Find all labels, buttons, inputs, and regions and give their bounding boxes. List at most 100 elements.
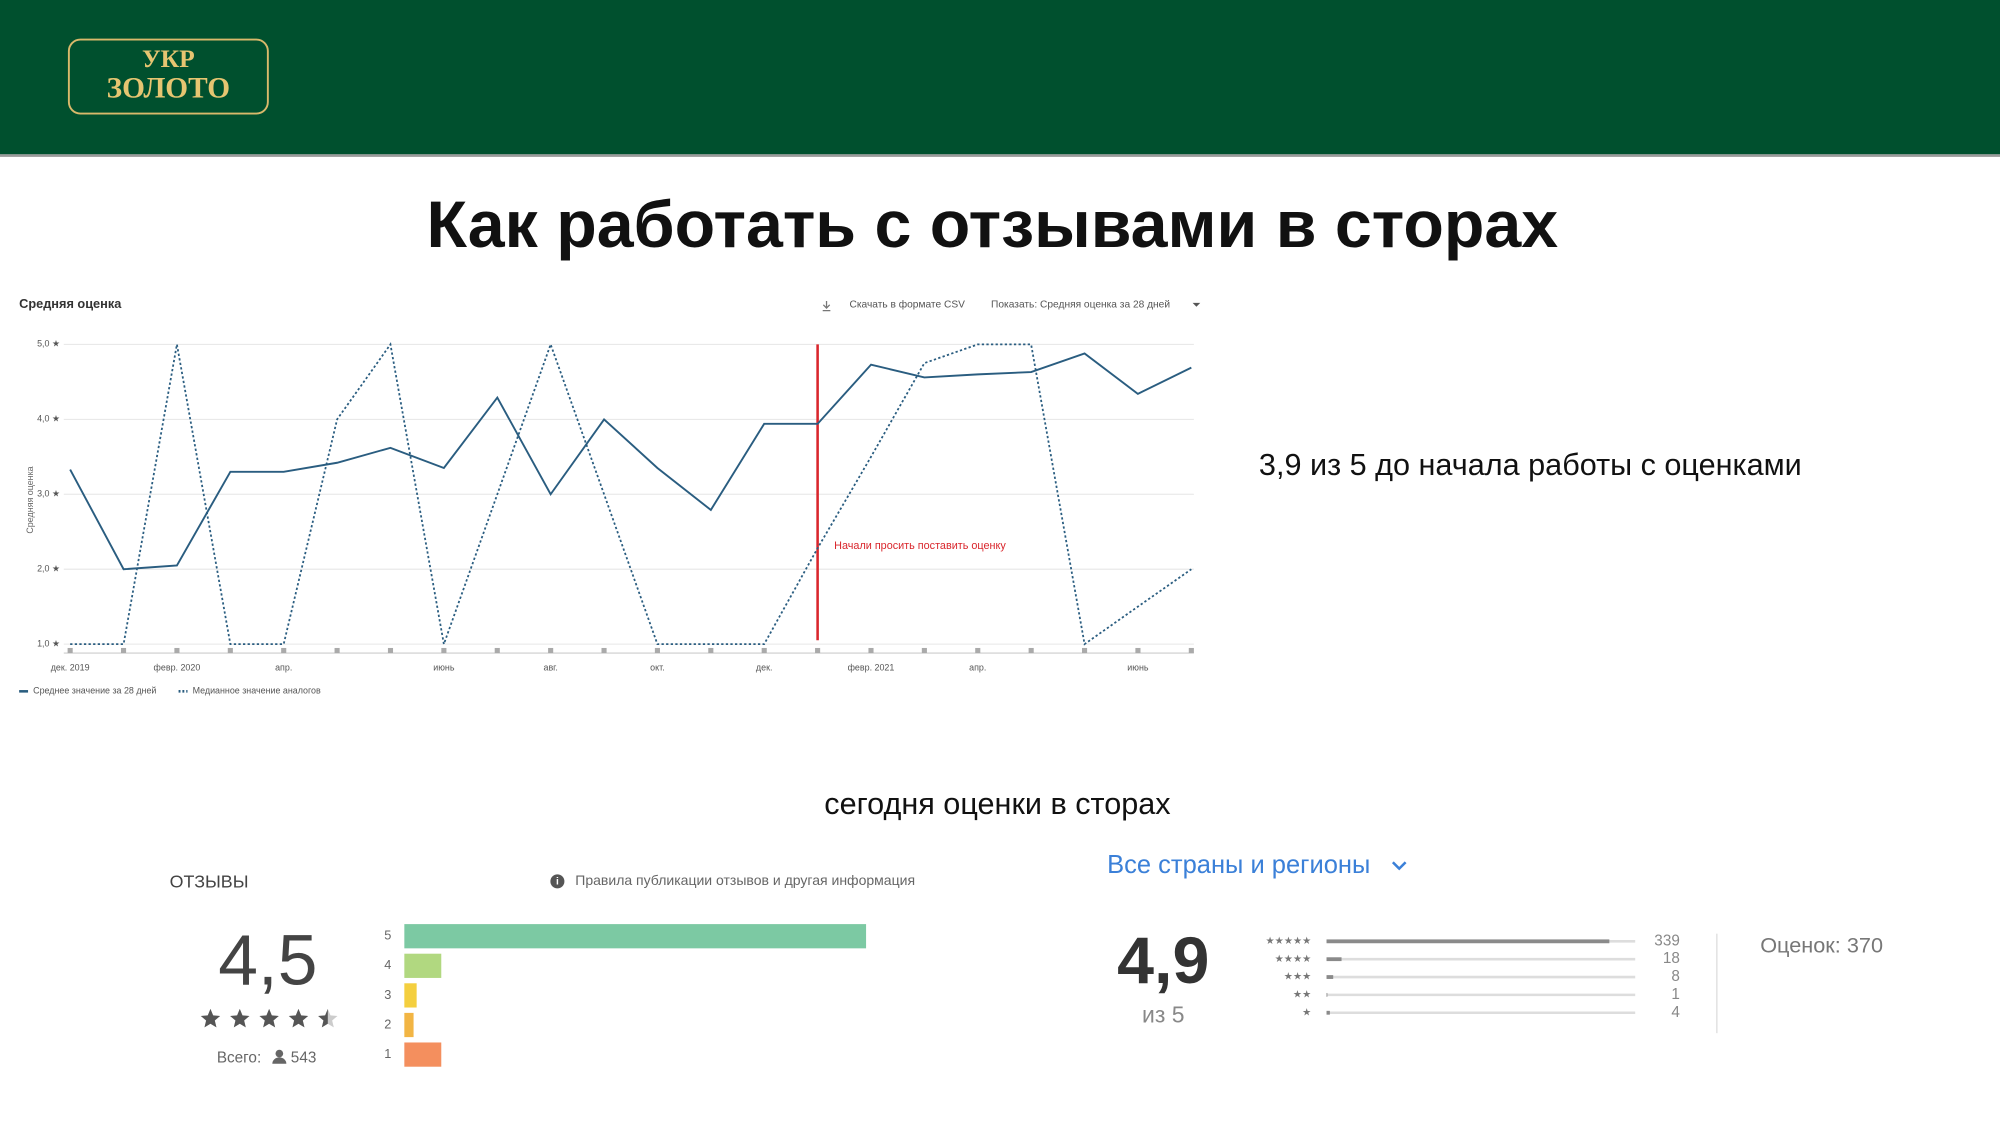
x-tick-label: февр. 2020 [154,663,201,673]
download-link[interactable]: Скачать в формате CSV [849,299,965,311]
x-marker [1135,647,1141,654]
bar-value: 8 [1671,968,1680,985]
average-rating: 4,9 [1117,924,1209,998]
series-line [69,352,1192,571]
chart-title: Средняя оценка [19,296,122,311]
average-rating: 4,5 [218,920,317,1000]
info-link[interactable]: Правила публикации отзывов и другая инфо… [575,872,915,888]
dropdown-arrow[interactable] [1192,302,1201,307]
x-marker [975,647,981,654]
bar-label: 2 [384,1016,391,1031]
series-line [70,341,1192,648]
logo-frame [67,38,269,115]
show-selector[interactable]: Показать: Средняя оценка за 28 дней [991,300,1170,311]
x-marker [868,647,874,654]
x-tick-label: дек. [756,663,773,673]
out-of: из 5 [1142,1002,1184,1028]
bar-value: 1 [1671,986,1680,1003]
x-marker [1081,647,1088,654]
x-tick-label: апр. [969,663,986,673]
x-marker [761,647,767,654]
bar [1326,957,1342,962]
info-icon[interactable] [550,874,565,889]
line-chart: 1,0 ★ 2,0 ★ 3,0 ★ 4,0 ★ 5,0 ★ дек. 2019 февр. … [19,339,1194,696]
rating-star [230,1008,250,1028]
bar [404,1042,442,1067]
ratings-total-count: 370 [1847,932,1883,957]
x-tick-label: апр. [275,663,292,673]
x-marker [67,647,73,654]
bar [404,983,417,1008]
ratings-total-label: Оценок: [1760,932,1841,957]
y-tick-label: 3,0 ★ [37,489,60,499]
header-border [0,154,2000,157]
header-bar [0,0,2000,155]
user-icon [272,1057,287,1064]
x-tick-label: июнь [433,663,455,673]
bar [1326,992,1328,997]
x-marker [921,647,927,654]
x-marker [708,647,714,654]
x-marker [387,647,394,654]
rating-bars: ★★★★★ 339 ★★★★ 18 ★★★ 8 ★★ 1 ★ 4 [1266,932,1681,1020]
x-tick-label: февр. 2021 [848,663,895,673]
filter-chevron[interactable] [1391,861,1407,871]
x-marker [1188,647,1194,654]
note: 3,9 из 5 до начала работы с оценками [1259,448,1802,482]
bar-label: 5 [384,928,391,943]
annotation-text: Начали просить поставить оценку [834,540,1006,552]
x-marker [441,647,447,654]
bar [1326,1010,1330,1015]
bar [1326,939,1610,944]
bar-value: 18 [1663,950,1680,967]
star-label: ★★★★★ [1266,936,1312,947]
rating-star [200,1008,221,1028]
subtitle: сегодня оценки в сторах [824,787,1170,821]
bar-label: 3 [384,987,391,1002]
y-tick-label: 1,0 ★ [37,638,60,648]
rating-star [259,1008,279,1028]
x-marker [494,647,500,654]
star-label: ★★ [1293,990,1311,1001]
bar-label: 1 [384,1046,391,1061]
rating-star [318,1008,328,1028]
star-label: ★ [1302,1007,1311,1018]
y-tick-label: 2,0 ★ [37,564,60,574]
x-marker [548,647,554,654]
legend-label: Среднее значение за 28 дней [33,686,156,696]
y-tick-label: 4,0 ★ [37,414,60,424]
star-label: ★★★★ [1275,954,1312,965]
region-filter[interactable]: Все страны и регионы [1107,851,1370,879]
x-marker [120,647,127,654]
total-label: Всего: [217,1050,261,1067]
x-marker [174,647,180,654]
y-tick-label: 5,0 ★ [37,339,60,349]
slide-title: Как работать с отзывами в сторах [427,188,1559,262]
ratings-total: Оценок: 370 [1760,932,1883,957]
download-icon[interactable] [822,301,831,312]
x-marker [815,647,821,654]
x-marker [601,647,607,654]
star-label: ★★★ [1284,972,1311,983]
rating-star [288,1008,309,1028]
x-marker [654,647,660,654]
legend-label: Медианное значение аналогов [193,686,321,696]
bar-label: 4 [384,957,391,972]
info-icon-glyph: i [556,877,559,888]
x-tick-label: дек. 2019 [51,663,90,673]
bar [404,1012,414,1038]
bar [404,953,442,978]
y-axis-label: Средняя оценка [25,466,35,533]
x-marker [334,647,340,654]
bar [1326,975,1334,979]
bar-value: 4 [1671,1004,1680,1021]
logo-text: УКР [142,44,195,73]
total-count: 543 [291,1050,317,1067]
x-tick-label: июнь [1127,663,1149,673]
x-marker [227,647,233,654]
reviews-title: ОТЗЫВЫ [170,871,249,891]
x-marker [281,647,287,654]
